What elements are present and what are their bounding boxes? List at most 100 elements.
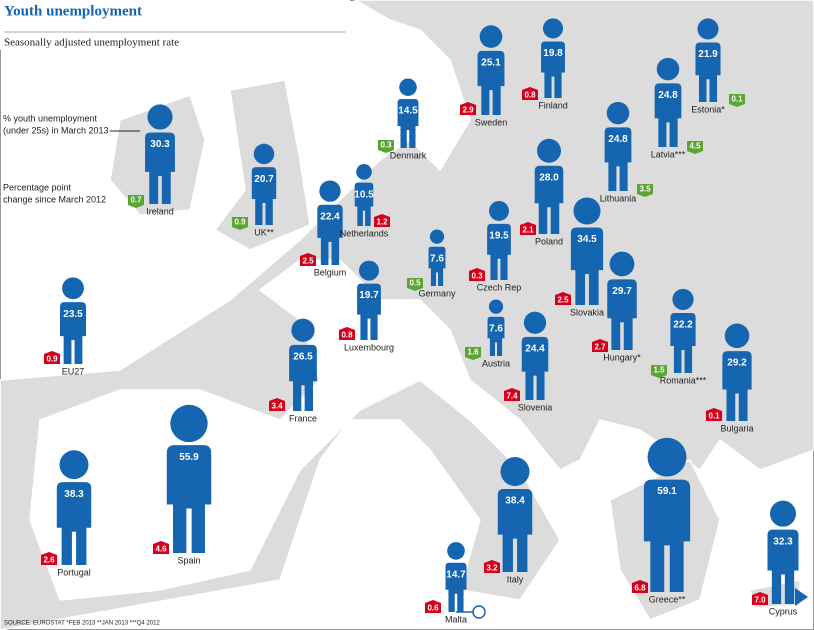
change-badge [425, 600, 441, 613]
change-label: 0.3 [380, 141, 392, 150]
rate-label: 19.7 [359, 290, 379, 301]
body [695, 42, 721, 102]
rate-label: 19.5 [489, 231, 509, 242]
body [722, 351, 752, 421]
rate-label: 24.8 [608, 134, 628, 145]
head [647, 437, 687, 477]
body [445, 562, 467, 612]
rate-label: 29.7 [612, 286, 632, 297]
rate-label: 23.5 [63, 309, 83, 320]
change-label: 4.6 [155, 545, 167, 554]
country-name: EU27 [62, 366, 85, 376]
body [251, 167, 277, 225]
body [60, 302, 86, 364]
rate-label: 38.4 [505, 496, 525, 507]
body [487, 223, 511, 280]
figure: 21.9 Estonia* 0.1 [691, 18, 745, 114]
country-name: Portugal [57, 567, 91, 577]
head [769, 500, 797, 527]
country-name: Bulgaria [720, 423, 753, 433]
body [357, 283, 381, 340]
change-label: 1.2 [376, 218, 388, 227]
change-label: 0.5 [409, 279, 421, 288]
head [447, 542, 465, 560]
body [670, 313, 696, 373]
change-label: 6.8 [634, 584, 646, 593]
country-name: Luxembourg [344, 342, 394, 352]
change-label: 0.3 [471, 272, 483, 281]
country-name: Estonia* [691, 104, 725, 114]
change-label: 0.7 [130, 196, 142, 205]
country-name: Denmark [390, 150, 427, 160]
change-badge [44, 351, 60, 364]
country-name: Cyprus [769, 606, 798, 616]
head [606, 101, 630, 125]
head [573, 197, 601, 225]
change-label: 0.8 [341, 331, 353, 340]
body [428, 246, 446, 286]
head [500, 457, 530, 487]
rate-label: 59.1 [657, 486, 677, 497]
country-name: Finland [538, 100, 568, 110]
body [289, 344, 317, 411]
rate-label: 14.7 [446, 569, 466, 580]
source: SOURCE: EUROSTAT *FEB 2013 **JAN 2013 **… [4, 621, 160, 627]
change-label: 0.9 [46, 355, 58, 364]
change-badge [339, 327, 355, 340]
body [541, 41, 565, 98]
figure: 26.5 France 3.4 [269, 318, 317, 423]
head [537, 138, 561, 163]
head [672, 288, 694, 311]
change-label: 2.5 [557, 296, 569, 305]
body [166, 445, 212, 553]
change-badge [374, 214, 390, 227]
change-label: 1.5 [653, 366, 665, 375]
body [534, 165, 564, 234]
change-label: 2.6 [43, 556, 55, 565]
figure: 59.1 Greece**6.8 [632, 437, 691, 604]
change-label: 3.4 [271, 402, 283, 411]
body [607, 279, 637, 350]
change-badge [378, 140, 394, 153]
figure: 19.7 Luxembourg 0.8 [339, 260, 394, 352]
rate-label: 22.4 [320, 211, 340, 222]
rate-label: 20.7 [254, 174, 274, 185]
legend-rate: % youth unemployment [3, 113, 98, 123]
rate-label: 7.6 [430, 253, 444, 264]
body [604, 127, 632, 191]
rate-label: 24.4 [525, 344, 545, 355]
head [170, 404, 208, 443]
country-name: Malta [445, 614, 467, 624]
head [656, 57, 680, 81]
change-badge [232, 217, 248, 230]
country-name: Romania*** [660, 375, 707, 385]
country-name: Ireland [146, 206, 174, 216]
change-badge [592, 339, 608, 352]
country-name: Poland [535, 236, 563, 246]
legend-rate: (under 25s) in March 2013 [3, 125, 109, 135]
figure: 14.7 Malta 0.6 [425, 542, 467, 624]
change-label: 0.6 [427, 604, 439, 613]
rate-label: 14.5 [398, 106, 418, 117]
change-label: 7.4 [506, 392, 518, 401]
rate-label: 21.9 [698, 49, 718, 60]
rate-label: 24.8 [658, 90, 678, 101]
change-badge [632, 580, 648, 593]
country-name: Greece** [649, 594, 686, 604]
rate-label: 38.3 [64, 489, 84, 500]
change-badge [687, 141, 703, 154]
change-badge [465, 347, 481, 360]
body [570, 227, 604, 305]
legend-change: change since March 2012 [3, 194, 106, 204]
country-name: Belgium [314, 267, 347, 277]
